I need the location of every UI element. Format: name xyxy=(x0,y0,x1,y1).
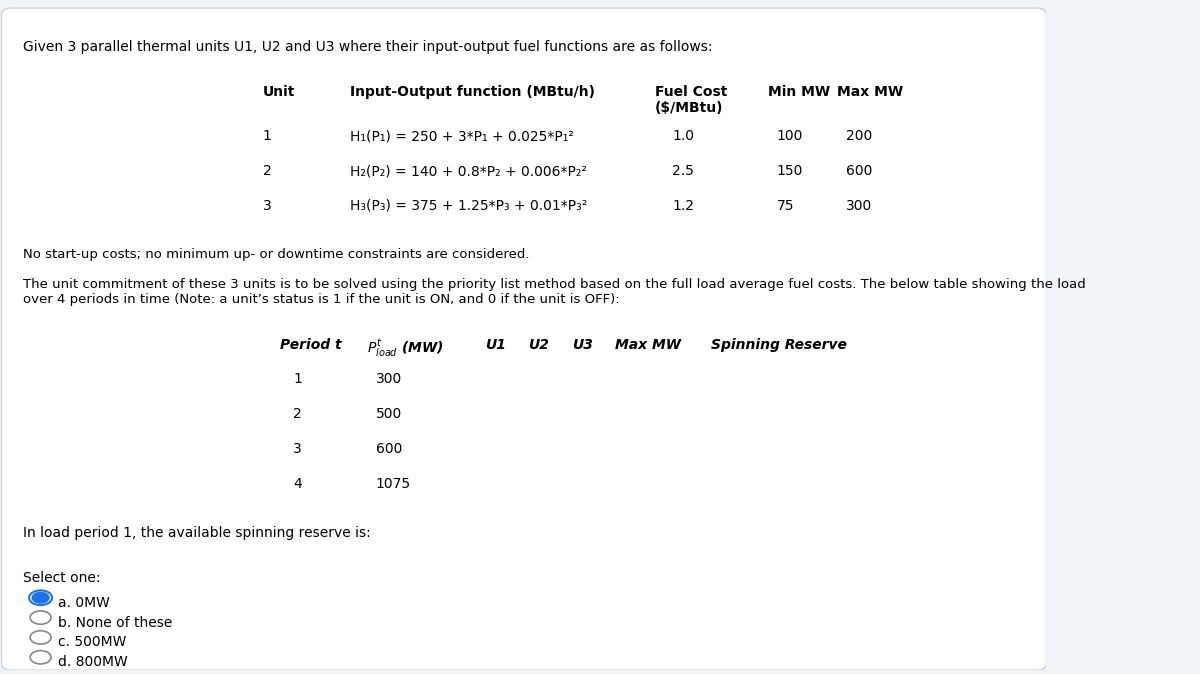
Text: Spinning Reserve: Spinning Reserve xyxy=(712,338,847,352)
Text: U1: U1 xyxy=(485,338,505,352)
Text: 150: 150 xyxy=(776,164,803,178)
Text: 100: 100 xyxy=(776,129,803,144)
Text: d. 800MW: d. 800MW xyxy=(58,655,127,669)
Text: U2: U2 xyxy=(528,338,550,352)
Text: 200: 200 xyxy=(846,129,872,144)
Text: Max MW: Max MW xyxy=(616,338,682,352)
Text: U3: U3 xyxy=(572,338,593,352)
Text: Given 3 parallel thermal units U1, U2 and U3 where their input-output fuel funct: Given 3 parallel thermal units U1, U2 an… xyxy=(23,40,713,54)
Text: 3: 3 xyxy=(263,199,271,213)
Text: b. None of these: b. None of these xyxy=(58,615,173,630)
Text: 4: 4 xyxy=(293,477,302,491)
Text: 3: 3 xyxy=(293,442,302,456)
Text: In load period 1, the available spinning reserve is:: In load period 1, the available spinning… xyxy=(23,526,371,541)
Text: No start-up costs; no minimum up- or downtime constraints are considered.: No start-up costs; no minimum up- or dow… xyxy=(23,249,529,262)
Text: H₁(P₁) = 250 + 3*P₁ + 0.025*P₁²: H₁(P₁) = 250 + 3*P₁ + 0.025*P₁² xyxy=(349,129,574,144)
Text: 1: 1 xyxy=(263,129,271,144)
Text: 1: 1 xyxy=(293,373,302,386)
Text: $P^t_{load}$ (MW): $P^t_{load}$ (MW) xyxy=(367,338,444,359)
Text: 2: 2 xyxy=(293,407,302,421)
Text: Unit: Unit xyxy=(263,85,295,98)
Text: 600: 600 xyxy=(376,442,402,456)
Text: Max MW: Max MW xyxy=(838,85,904,98)
Text: Fuel Cost
($/MBtu): Fuel Cost ($/MBtu) xyxy=(654,85,727,115)
Text: 75: 75 xyxy=(776,199,794,213)
Text: Min MW: Min MW xyxy=(768,85,830,98)
Circle shape xyxy=(32,592,49,603)
Text: 1.2: 1.2 xyxy=(672,199,694,213)
Text: The unit commitment of these 3 units is to be solved using the priority list met: The unit commitment of these 3 units is … xyxy=(23,278,1086,306)
Text: 1075: 1075 xyxy=(376,477,412,491)
Text: Period t: Period t xyxy=(280,338,342,352)
Text: 1.0: 1.0 xyxy=(672,129,694,144)
Text: 300: 300 xyxy=(376,373,402,386)
Text: c. 500MW: c. 500MW xyxy=(58,636,126,650)
Text: a. 0MW: a. 0MW xyxy=(58,596,110,610)
Text: H₃(P₃) = 375 + 1.25*P₃ + 0.01*P₃²: H₃(P₃) = 375 + 1.25*P₃ + 0.01*P₃² xyxy=(349,199,587,213)
Text: 2.5: 2.5 xyxy=(672,164,694,178)
Text: 2: 2 xyxy=(263,164,271,178)
Text: H₂(P₂) = 140 + 0.8*P₂ + 0.006*P₂²: H₂(P₂) = 140 + 0.8*P₂ + 0.006*P₂² xyxy=(349,164,587,178)
Text: 300: 300 xyxy=(846,199,872,213)
Text: Select one:: Select one: xyxy=(23,571,101,585)
Text: 500: 500 xyxy=(376,407,402,421)
Text: 600: 600 xyxy=(846,164,872,178)
FancyBboxPatch shape xyxy=(1,8,1046,670)
Text: Input-Output function (MBtu/h): Input-Output function (MBtu/h) xyxy=(349,85,595,98)
